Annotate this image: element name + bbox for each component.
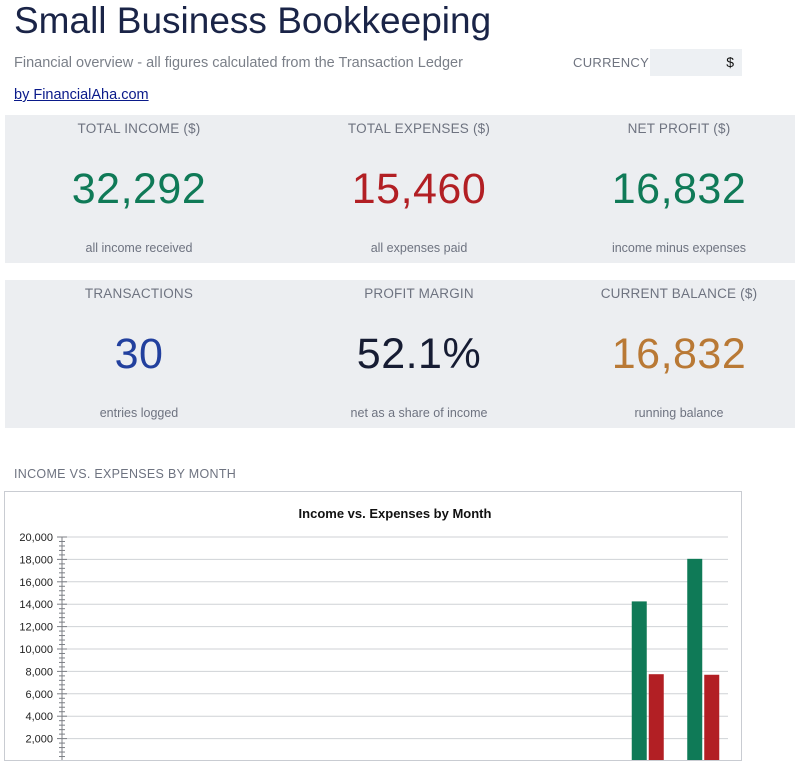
kpi-value: 30: [114, 330, 164, 378]
kpi-label: TRANSACTIONS: [84, 286, 194, 301]
chart-container[interactable]: Income vs. Expenses by Month 2,000 4,000 6,…: [4, 491, 742, 761]
y-tick-label: 6,000: [25, 689, 53, 701]
kpi-band-top: TOTAL INCOME ($) 32,292 all income recei…: [5, 115, 795, 263]
kpi-value: 32,292: [71, 165, 207, 213]
expense-bar: [704, 674, 720, 760]
kpi-value: 16,832: [611, 330, 747, 378]
y-tick-label: 12,000: [19, 622, 53, 634]
y-tick-label: 8,000: [25, 666, 53, 678]
kpi-total-income: TOTAL INCOME ($) 32,292 all income recei…: [5, 115, 273, 263]
income-expenses-chart: Income vs. Expenses by Month 2,000 4,000 6,…: [19, 506, 728, 760]
kpi-band-bottom: TRANSACTIONS 30 entries logged PROFIT MA…: [5, 280, 795, 428]
y-tick-label: 10,000: [19, 644, 53, 656]
y-tick-label: 16,000: [19, 577, 53, 589]
kpi-caption: net as a share of income: [350, 406, 488, 420]
income-bar: [631, 601, 647, 760]
kpi-caption: all income received: [85, 241, 193, 255]
chart-title: Income vs. Expenses by Month: [299, 506, 492, 521]
author-link[interactable]: by FinancialAha.com: [14, 87, 149, 103]
income-bar: [687, 558, 703, 760]
kpi-caption: all expenses paid: [370, 241, 468, 255]
y-tick-label: 4,000: [25, 711, 53, 723]
kpi-transactions: TRANSACTIONS 30 entries logged: [5, 280, 273, 428]
kpi-label: TOTAL INCOME ($): [77, 121, 201, 136]
y-tick-label: 20,000: [19, 532, 53, 544]
kpi-profit-margin: PROFIT MARGIN 52.1% net as a share of in…: [285, 280, 553, 428]
kpi-label: TOTAL EXPENSES ($): [347, 121, 491, 136]
kpi-caption: entries logged: [99, 406, 179, 420]
kpi-caption: running balance: [634, 406, 724, 420]
y-tick-label: 14,000: [19, 599, 53, 611]
expense-bar: [648, 674, 664, 760]
kpi-current-balance: CURRENT BALANCE ($) 16,832 running balan…: [545, 280, 800, 428]
kpi-label: CURRENT BALANCE ($): [600, 286, 758, 301]
kpi-total-expenses: TOTAL EXPENSES ($) 15,460 all expenses p…: [285, 115, 553, 263]
page-subtitle: Financial overview - all figures calcula…: [14, 55, 463, 71]
kpi-caption: income minus expenses: [611, 241, 747, 255]
chart-section-heading: INCOME VS. EXPENSES BY MONTH: [14, 467, 237, 481]
currency-input[interactable]: $: [650, 49, 742, 76]
kpi-net-profit: NET PROFIT ($) 16,832 income minus expen…: [545, 115, 800, 263]
currency-label: CURRENCY: [573, 55, 650, 70]
kpi-label: NET PROFIT ($): [627, 121, 731, 136]
y-tick-label: 2,000: [25, 734, 53, 746]
kpi-value: 16,832: [611, 165, 747, 213]
kpi-value: 52.1%: [356, 330, 482, 378]
y-tick-label: 18,000: [19, 554, 53, 566]
kpi-value: 15,460: [351, 165, 487, 213]
kpi-label: PROFIT MARGIN: [364, 286, 474, 301]
page-title: Small Business Bookkeeping: [14, 0, 492, 41]
